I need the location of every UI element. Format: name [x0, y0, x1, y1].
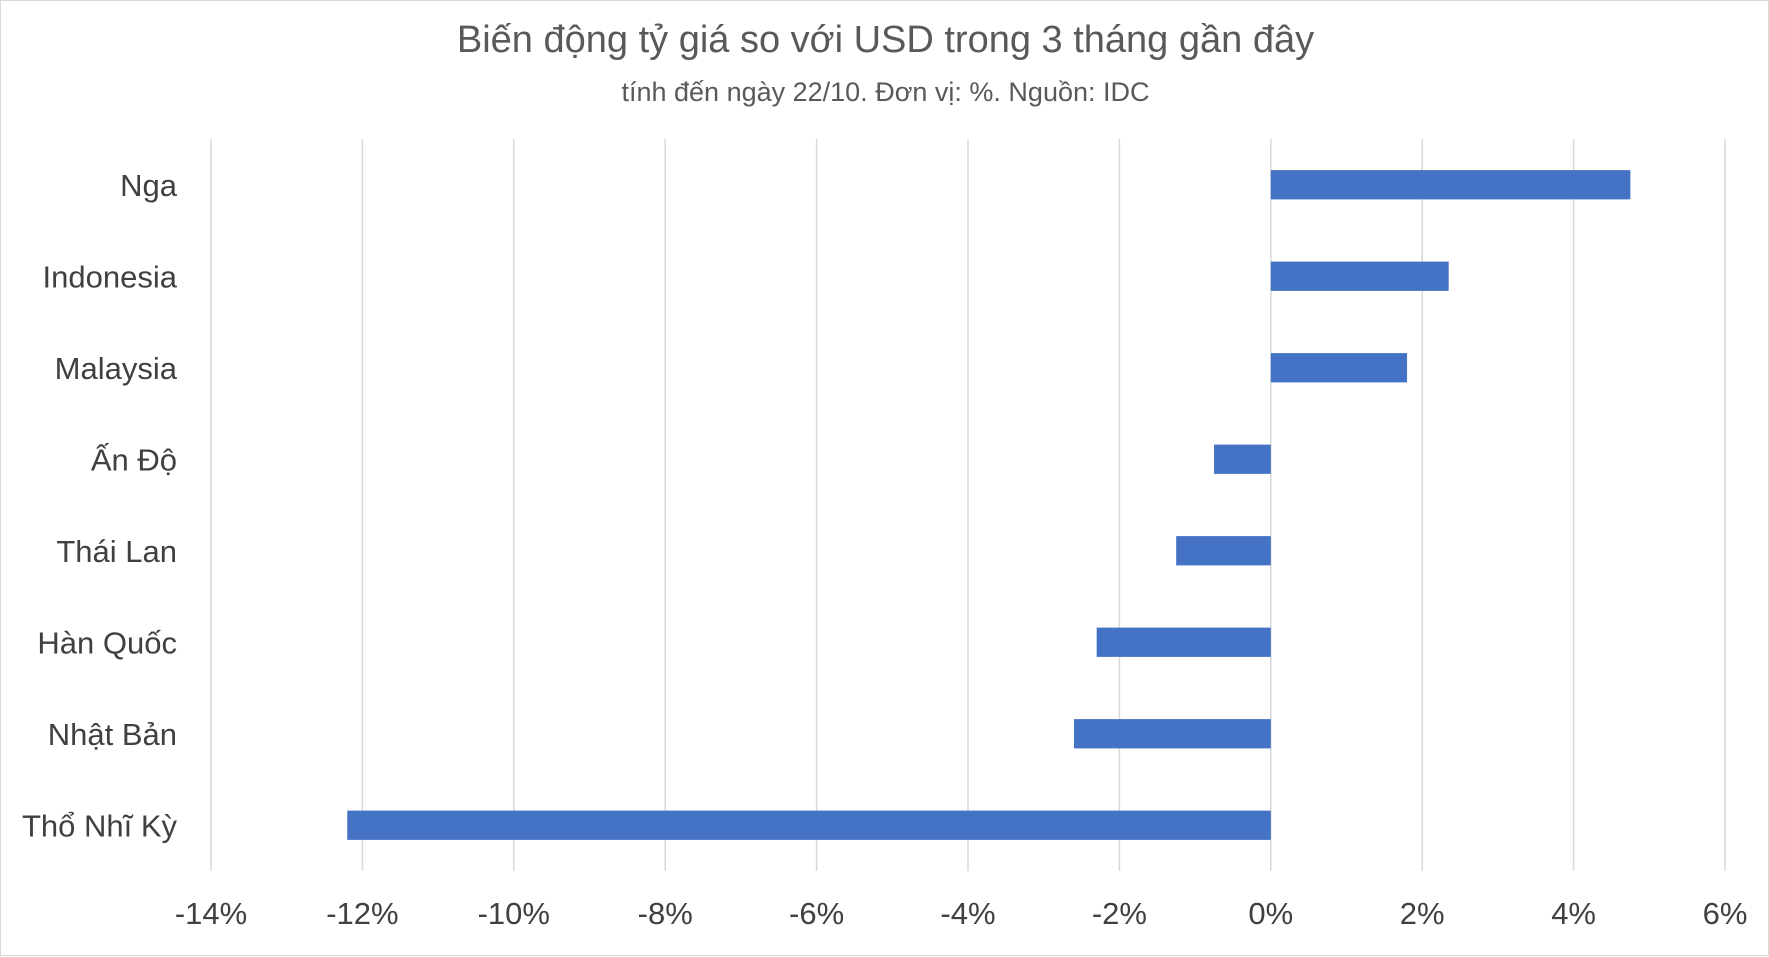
bar: [1096, 627, 1271, 657]
tick-labels: -14% -12% -10% -8% -6% -4% -2% 0% 2% 4% 6%: [175, 896, 1748, 931]
x-tick-label: -14%: [175, 896, 247, 931]
category-labels: Nga Indonesia Malaysia Ấn Độ Thái Lan Hàn Quố…: [22, 168, 178, 844]
category-label: Thái Lan: [56, 534, 177, 569]
x-tick-label: 4%: [1551, 896, 1596, 931]
category-label: Hàn Quốc: [37, 625, 177, 660]
category-label: Nga: [120, 168, 178, 203]
x-tick-label: 6%: [1703, 896, 1748, 931]
x-tick-label: -8%: [638, 896, 693, 931]
bar: [1270, 261, 1449, 291]
category-label: Ấn Độ: [91, 442, 177, 477]
category-label: Nhật Bản: [48, 717, 177, 752]
x-tick-label: -12%: [326, 896, 398, 931]
category-label: Thổ Nhĩ Kỳ: [22, 808, 178, 843]
category-label: Malaysia: [55, 351, 178, 386]
bar: [1214, 444, 1271, 474]
category-label: Indonesia: [43, 259, 178, 294]
x-tick-label: 0%: [1248, 896, 1293, 931]
bar: [1073, 719, 1271, 749]
x-tick-label: -10%: [478, 896, 550, 931]
chart-title: Biến động tỷ giá so với USD trong 3 thán…: [456, 19, 1315, 61]
x-tick-label: 2%: [1400, 896, 1445, 931]
chart-subtitle: tính đến ngày 22/10. Đơn vị: %. Nguồn: I…: [621, 77, 1150, 107]
bar: [1176, 536, 1271, 566]
x-tick-label: -4%: [940, 896, 995, 931]
grid-lines: [210, 139, 1726, 871]
bar: [1270, 170, 1631, 200]
bar: [1270, 353, 1408, 383]
bars: [347, 170, 1631, 840]
bar: [347, 810, 1271, 840]
x-tick-label: -6%: [789, 896, 844, 931]
x-tick-label: -2%: [1092, 896, 1147, 931]
